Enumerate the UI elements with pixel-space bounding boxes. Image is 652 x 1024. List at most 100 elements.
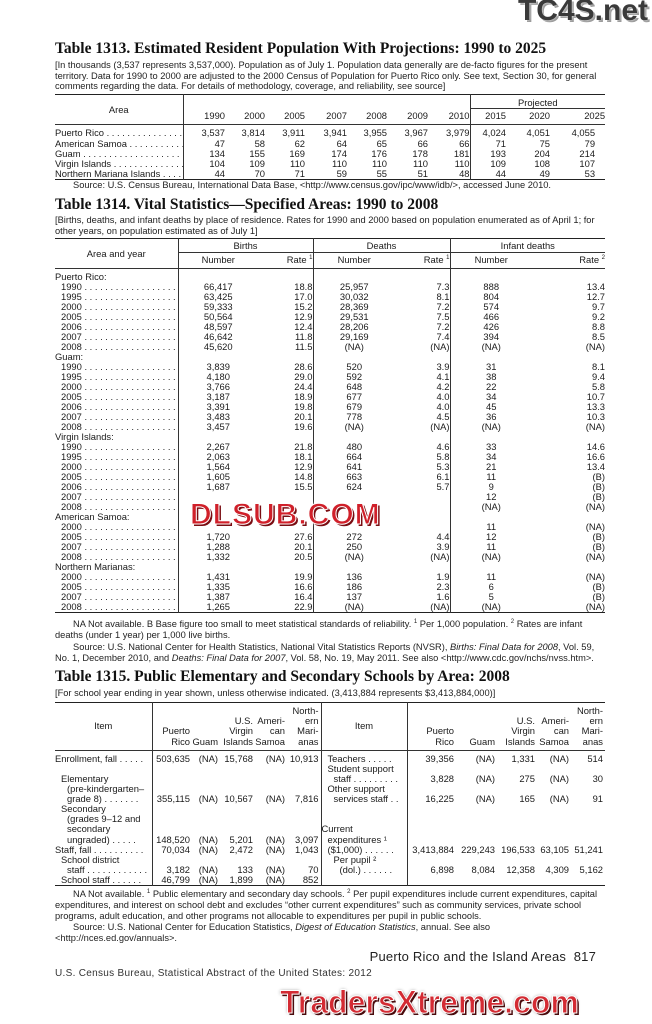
- cell-value: 47: [214, 137, 225, 149]
- cell-value: 3,413,884: [412, 843, 454, 855]
- cell-value: 8.8: [591, 321, 605, 333]
- cell-value: 33: [486, 441, 497, 453]
- header-line: Guam: [469, 735, 495, 747]
- cell-value: [192, 814, 220, 824]
- cell-value: [255, 774, 287, 784]
- group-label: Guam:: [55, 352, 179, 363]
- note-text: Per pupil expenditures include current e…: [55, 889, 598, 921]
- cell-value: 12.9: [258, 462, 314, 473]
- year-label: 1995: [55, 292, 178, 302]
- table-row: 2000 11 (NA): [55, 521, 605, 533]
- cell-value: [407, 814, 456, 824]
- cell-value: 4,180: [206, 371, 230, 383]
- cell-value: 7.4: [395, 332, 451, 343]
- cell-value: 4.6: [395, 442, 451, 453]
- cell-value: 1.9: [395, 572, 451, 583]
- column-header: Number: [201, 254, 235, 266]
- header-line: U.S.: [516, 715, 535, 727]
- cell-value: 91: [592, 793, 603, 805]
- cell-value: 1,605: [206, 471, 230, 483]
- cell-value: [571, 814, 605, 824]
- table-row: 2008 (NA) (NA): [55, 501, 605, 513]
- table-row: 1995 2,063 18.1 664 5.8 34 16.6: [55, 451, 605, 463]
- group-label: Puerto Rico:: [55, 268, 179, 283]
- row-label: Teachers . . . . .: [320, 750, 408, 764]
- cell-value: 7.2: [395, 302, 451, 313]
- cell-value: 8.1: [395, 292, 451, 303]
- column-header: U.S. Virgin Islands: [497, 703, 537, 751]
- group-row: Guam:: [55, 352, 605, 363]
- table-row: 2006 48,597 12.4 28,206 7.2 426 8.8: [55, 321, 605, 333]
- header-line: Puerto: [426, 725, 454, 737]
- cell-value: [152, 774, 192, 784]
- table-row: grade 8) . . . . . . . 355,115 (NA) 10,567 (…: [55, 793, 605, 805]
- cell-value: 4,024: [482, 127, 507, 139]
- table-row: 2008 1,265 22.9 (NA) (NA) (NA) (NA): [55, 602, 605, 613]
- cell-value: 1,564: [206, 461, 230, 473]
- cell-value: 11: [486, 521, 497, 533]
- table-row: 2005 1,335 16.6 186 2.3 6 (B): [55, 582, 605, 593]
- note-text: Rates are infant deaths (under 1 year) p…: [55, 619, 583, 640]
- cell-value: 4.4: [395, 532, 451, 543]
- cell-value: (NA): [395, 422, 451, 433]
- cell-value: 46,799: [161, 873, 190, 885]
- year-label: 2007: [55, 412, 178, 422]
- column-header: U.S. Virgin Islands: [220, 703, 255, 751]
- column-header-year: 2008: [366, 110, 387, 122]
- column-header-year: 2020: [529, 110, 551, 122]
- cell-value: 29,531: [339, 311, 369, 323]
- cell-empty: [178, 269, 258, 283]
- cell-value: 3,828: [430, 773, 454, 784]
- cell-value: 7.5: [395, 312, 451, 323]
- cell-value: [220, 764, 255, 774]
- cell-value: (B): [592, 491, 606, 503]
- cell-value: [571, 804, 605, 814]
- cell-value: 28.6: [258, 362, 314, 373]
- cell-value: 34: [486, 391, 497, 403]
- year-label: 1990: [55, 282, 178, 292]
- cell-value: [287, 804, 321, 814]
- row-label: Student support: [320, 763, 408, 774]
- cell-value: 3.9: [395, 542, 451, 553]
- cell-value: (NA): [585, 551, 605, 563]
- row-label: 2007: [55, 542, 179, 553]
- cell-value: (NA): [481, 421, 501, 433]
- row-label: ungraded) . . . . .: [55, 834, 153, 845]
- cell-value: (NA): [198, 843, 218, 855]
- cell-value: 63,425: [203, 291, 233, 303]
- cell-value: (NA): [265, 752, 285, 764]
- cell-value: 110: [428, 158, 471, 170]
- cell-value: 1,720: [206, 531, 230, 543]
- column-header: Guam: [192, 703, 220, 751]
- area-name: Northern Mariana Islands: [55, 169, 183, 179]
- cell-value: 12,358: [506, 863, 535, 875]
- cell-value: [537, 875, 571, 886]
- cell-empty: [395, 432, 451, 443]
- cell-value: [192, 804, 220, 814]
- column-header-year: 2005: [284, 110, 305, 122]
- cell-value: 1,265: [206, 601, 230, 613]
- cell-value: 20.1: [258, 542, 314, 553]
- year-label: 2000: [55, 522, 178, 532]
- year-label: 2008: [55, 342, 178, 352]
- cell-value: (NA): [481, 501, 501, 513]
- cell-value: (NA): [549, 752, 569, 764]
- cell-value: 70: [308, 863, 319, 875]
- cell-value: 66: [428, 138, 471, 149]
- cell-value: [456, 875, 497, 886]
- group-label: Northern Marianas:: [55, 562, 179, 573]
- cell-value: (B): [592, 541, 606, 553]
- cell-value: 624: [346, 481, 363, 493]
- cell-value: 16.6: [586, 451, 605, 463]
- cell-value: 16,225: [425, 793, 454, 805]
- row-label: 2008: [55, 502, 179, 513]
- cell-value: 107: [579, 158, 596, 170]
- cell-value: 62: [294, 137, 305, 149]
- header-line: North-: [576, 705, 603, 716]
- row-label: Elementary: [55, 773, 153, 785]
- cell-value: (NA): [198, 863, 218, 875]
- cell-value: (NA): [585, 521, 605, 533]
- cell-value: 10.3: [586, 411, 605, 423]
